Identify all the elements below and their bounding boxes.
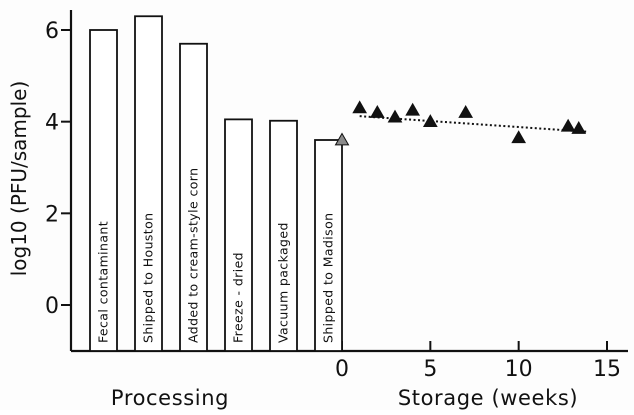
data-point	[405, 102, 421, 116]
y-axis-title: log10 (PFU/sample)	[7, 81, 31, 277]
bar	[314, 139, 343, 352]
data-point	[334, 132, 350, 146]
trend-line	[359, 115, 588, 133]
data-point	[387, 109, 403, 123]
data-point	[571, 121, 587, 134]
x-tick-label: 5	[423, 357, 437, 382]
bar-label: Shipped to Houston	[141, 213, 156, 343]
y-tick-label: 0	[45, 294, 59, 319]
y-tick-label: 2	[45, 202, 59, 227]
data-point	[369, 104, 385, 118]
bar	[224, 118, 253, 352]
data-point	[560, 118, 576, 132]
data-point	[511, 130, 527, 144]
labels: log10 (PFU/sample) Fecal contaminant Shipp…	[7, 81, 578, 410]
storage-label: Storage (weeks)	[398, 386, 578, 410]
bar	[89, 29, 118, 352]
bar-label: Shipped to Madison	[321, 213, 336, 343]
processing-bars	[89, 15, 343, 352]
y-tick-label: 6	[45, 19, 59, 44]
bar-label: Added to cream-style corn	[186, 168, 201, 343]
bar-label: Fecal contaminant	[96, 221, 111, 343]
bar-label: Freeze - dried	[231, 252, 246, 343]
y-tick-label: 4	[45, 111, 59, 136]
data-point	[352, 100, 368, 114]
bar	[134, 15, 163, 352]
x-tick-label: 10	[505, 357, 533, 382]
storage-series	[334, 100, 588, 146]
x-tick-label: 0	[335, 357, 349, 382]
x-tick-label: 15	[593, 357, 621, 382]
data-point	[422, 114, 438, 128]
processing-label: Processing	[111, 386, 229, 410]
bar	[269, 119, 298, 352]
axes: 0 2 4 6 0 5 10 15	[45, 10, 628, 382]
data-point	[458, 104, 474, 118]
bar-label: Vacuum packaged	[276, 222, 291, 343]
bar	[179, 42, 208, 352]
